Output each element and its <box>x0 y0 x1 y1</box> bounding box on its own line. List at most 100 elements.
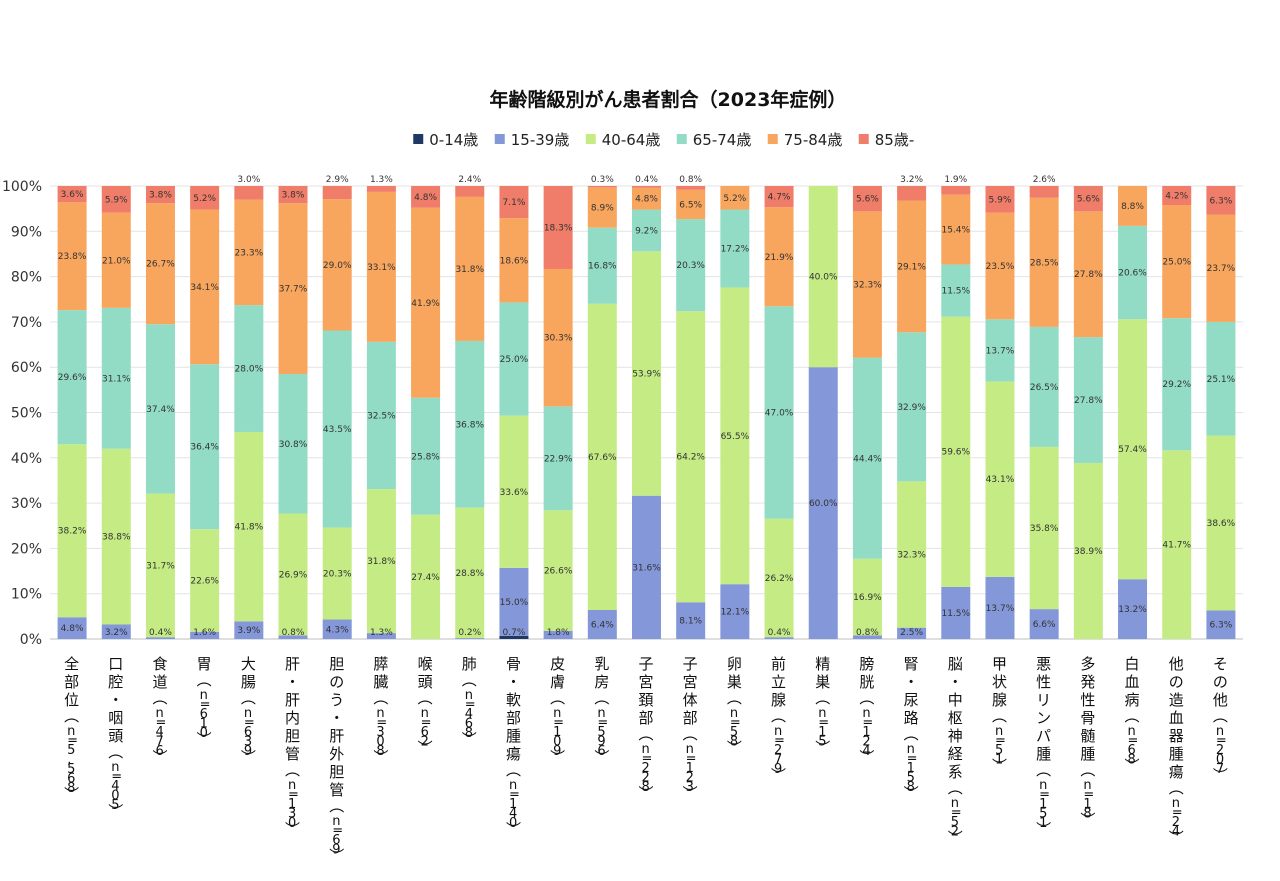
bar-segment <box>1206 435 1236 611</box>
data-label: 3.9% <box>237 626 260 636</box>
data-label: 4.3% <box>326 625 349 635</box>
data-label: 6.6% <box>1033 620 1056 630</box>
data-label: 1.6% <box>193 628 216 638</box>
data-label: 4.8% <box>61 624 84 634</box>
bar-segment <box>1073 211 1103 338</box>
data-label: 6.5% <box>679 200 702 210</box>
bar-segment <box>852 186 882 212</box>
legend-label: 0-14歳 <box>429 131 478 149</box>
data-label: 5.6% <box>1077 195 1100 205</box>
category-label: 肺︵ n = 4 6 8︶ <box>462 655 477 749</box>
data-label: 30.3% <box>544 334 573 344</box>
bar-segment <box>190 209 220 365</box>
legend-label: 40-64歳 <box>602 131 661 149</box>
category-label: 多発性骨髄腫︵ n = 1 8︶ <box>1080 655 1095 829</box>
bar-segment <box>1206 214 1236 322</box>
data-label: 4.2% <box>1165 192 1188 202</box>
bar-segment <box>764 637 794 639</box>
bar-segment <box>543 630 573 639</box>
bar-segment <box>720 209 750 288</box>
bar-segment <box>234 305 264 432</box>
bar-segment <box>1118 225 1148 320</box>
data-label: 12.1% <box>721 608 750 618</box>
category-label: 胃︵ n = 6 1 0︶ <box>197 655 212 749</box>
bar-segment <box>411 207 441 398</box>
bar-segment <box>1162 205 1192 319</box>
bar-segment <box>720 584 750 639</box>
bar-segment <box>57 617 87 639</box>
data-label: 8.1% <box>679 617 702 627</box>
bar-segment <box>145 637 175 639</box>
category-label: 乳房︵ n = 5 9 6︶ <box>594 655 609 767</box>
category-label: 膀胱︵ n = 1 2 4︶ <box>859 655 874 767</box>
data-label: 2.6% <box>1033 175 1056 185</box>
bar-segment <box>234 186 264 200</box>
bar-segment <box>543 268 573 407</box>
legend-label: 65-74歳 <box>693 131 752 149</box>
category-label: 大腸︵ n = 6 3 9︶ <box>241 655 256 767</box>
data-label: 67.6% <box>588 453 617 463</box>
data-label: 0.4% <box>768 628 791 638</box>
category-label: 肝・肝内胆管︵ n = 1 3 0︶ <box>285 655 300 839</box>
data-label: 30.8% <box>279 440 308 450</box>
bar-segment <box>145 203 175 325</box>
bar-segment <box>985 319 1015 382</box>
bar-segment <box>455 638 485 639</box>
bar-segment <box>897 186 927 201</box>
category-label: 膵臓︵ n = 3 0 8︶ <box>373 655 388 767</box>
bar-segment <box>322 186 352 200</box>
data-label: 3.6% <box>61 190 84 200</box>
data-label: 60.0% <box>809 499 838 509</box>
y-tick-label: 0% <box>20 632 42 648</box>
bar-segment <box>632 251 661 496</box>
bar-segment <box>852 357 882 559</box>
data-label: 21.9% <box>765 253 794 263</box>
bar-segment <box>1162 186 1192 206</box>
y-tick-label: 70% <box>11 315 42 331</box>
bar-segment <box>411 514 441 639</box>
bar-segment <box>499 218 529 303</box>
bar-segment <box>499 567 529 636</box>
category-label: 食道︵ n = 4 7 6︶ <box>152 655 167 767</box>
bar-segment <box>587 303 617 611</box>
bar-segment <box>278 186 308 204</box>
data-label: 5.2% <box>723 194 746 204</box>
bar-segment <box>808 367 838 639</box>
data-label: 28.8% <box>455 569 484 579</box>
data-label: 5.9% <box>105 195 128 205</box>
data-label: 27.8% <box>1074 270 1103 280</box>
data-label: 0.8% <box>856 628 879 638</box>
bar-segment <box>101 186 131 213</box>
bar-segment <box>764 186 794 208</box>
bar-segment <box>941 194 971 265</box>
data-label: 25.8% <box>411 452 440 462</box>
bar-segment <box>1206 610 1236 639</box>
bar-segment <box>1029 446 1059 610</box>
category-label: 胆のう・肝外胆管︵ n = 6 9︶ <box>329 655 344 865</box>
data-label: 37.4% <box>146 405 175 415</box>
data-label: 1.3% <box>370 628 393 638</box>
bar-segment <box>366 489 396 634</box>
data-label: 29.6% <box>58 373 87 383</box>
data-label: 26.9% <box>279 570 308 580</box>
data-label: 1.8% <box>547 628 570 638</box>
bar-segment <box>57 444 87 618</box>
data-label: 3.0% <box>237 175 260 185</box>
data-label: 43.5% <box>323 425 352 435</box>
bar-segment <box>1206 321 1236 436</box>
bar-segment <box>278 373 308 514</box>
bar-segment <box>1029 326 1059 447</box>
data-label: 41.9% <box>411 299 440 309</box>
bar-segment <box>587 186 617 188</box>
bar-segment <box>676 219 706 312</box>
bar-segment <box>322 199 352 331</box>
bar-segment <box>941 264 971 317</box>
bar-segment <box>411 186 441 208</box>
bar-segment <box>852 558 882 636</box>
data-label: 11.5% <box>941 287 970 297</box>
data-label: 15.0% <box>500 598 529 608</box>
bars <box>57 186 1236 639</box>
data-label: 26.5% <box>1030 383 1059 393</box>
bar-segment <box>57 202 87 311</box>
data-label: 2.4% <box>458 175 481 185</box>
